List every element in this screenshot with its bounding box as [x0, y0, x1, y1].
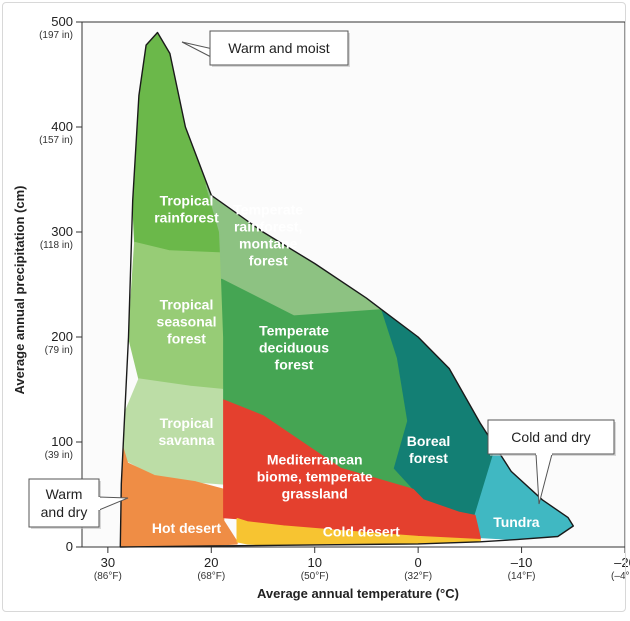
label-line: savanna [158, 432, 214, 448]
x-tick-label: 30 [101, 555, 115, 570]
label-tropical-savanna: Tropical savanna [158, 415, 214, 448]
label-line: Boreal [407, 433, 451, 449]
label-line: seasonal [157, 313, 217, 329]
label-temperate-rainforest-montane-forest: Temperate rainforest, montane forest [233, 202, 303, 269]
label-line: grassland [282, 486, 348, 502]
label-line: biome, temperate [257, 469, 373, 485]
label-line: Tropical [160, 296, 214, 312]
y-tick-sublabel: (39 in) [45, 450, 73, 461]
label-line: Tropical [160, 415, 214, 431]
y-tick-sublabel: (197 in) [39, 30, 73, 41]
envelope-outline-path [119, 31, 574, 548]
x-tick-label: 20 [204, 555, 218, 570]
x-tick-sublabel: (86°F) [94, 571, 122, 582]
y-tick-label: 100 [51, 434, 73, 449]
x-tick-sublabel: (50°F) [301, 571, 329, 582]
label-line: deciduous [259, 340, 329, 356]
figure-frame [2, 2, 626, 612]
callout-text: Cold and dry [511, 429, 590, 445]
x-tick-label: –20 [614, 555, 630, 570]
label-line: rainforest [154, 209, 219, 225]
label-line: forest [249, 253, 288, 269]
label-line: Temperate [233, 202, 303, 218]
callout-warm-and-dry: Warm and dry [28, 478, 129, 529]
label-hot-desert: Hot desert [152, 520, 222, 536]
callout-line: Warm [46, 486, 83, 502]
x-tick-label: –10 [511, 555, 533, 570]
label-line: Temperate [259, 323, 329, 339]
callout-line: Cold and dry [511, 429, 590, 445]
label-cold-desert: Cold desert [323, 523, 400, 539]
x-tick-label: 0 [415, 555, 422, 570]
callout-line: and dry [41, 504, 88, 520]
label-line: montane [239, 236, 298, 252]
callout-text: Warm and moist [228, 40, 330, 56]
callout-box [28, 478, 100, 528]
label-line: Mediterranean [267, 452, 363, 468]
callout-cold-and-dry: Cold and dry [487, 419, 616, 505]
callout-warm-and-moist: Warm and moist [181, 30, 350, 67]
label-line: forest [409, 450, 448, 466]
label-temperate-deciduous-forest: Temperate deciduous forest [259, 323, 329, 373]
label-line: Hot desert [152, 520, 222, 536]
x-tick-sublabel: (68°F) [197, 571, 225, 582]
label-mediterranean-biome-temperate-grassland: Mediterranean biome, temperate grassland [257, 452, 373, 502]
y-tick-label: 300 [51, 224, 73, 239]
y-tick-label: 400 [51, 119, 73, 134]
callout-box [487, 419, 615, 455]
y-tick-sublabel: (79 in) [45, 345, 73, 356]
x-tick-sublabel: (32°F) [404, 571, 432, 582]
label-line: Cold desert [323, 523, 400, 539]
callout-line: Warm and moist [228, 40, 330, 56]
y-axis-title: Average annual precipitation (cm) [12, 185, 27, 394]
label-line: forest [167, 330, 206, 346]
y-tick-sublabel: (157 in) [39, 135, 73, 146]
biome-regions [120, 32, 574, 547]
label-boreal-forest: Boreal forest [407, 433, 451, 466]
label-tropical-seasonal-forest: Tropical seasonal forest [157, 296, 217, 346]
callouts: Warm and moist Cold and dry Warm and dry [28, 30, 616, 529]
axes: Average annual temperature (°C) Average … [12, 14, 630, 601]
label-line: Tropical [160, 192, 214, 208]
label-tundra: Tundra [493, 514, 540, 530]
climate-envelope-outline [119, 31, 574, 548]
callout-text: Warm and dry [41, 486, 88, 520]
x-tick-sublabel: (14°F) [508, 571, 536, 582]
callout-box [209, 30, 349, 66]
x-tick-label: 10 [307, 555, 321, 570]
x-axis-title: Average annual temperature (°C) [257, 586, 459, 601]
y-tick-sublabel: (118 in) [40, 240, 73, 251]
label-line: Tundra [493, 514, 540, 530]
y-tick-label: 0 [66, 539, 73, 554]
x-tick-sublabel: (–4°F) [611, 571, 630, 582]
y-tick-label: 200 [51, 329, 73, 344]
label-tropical-rainforest: Tropical rainforest [154, 192, 219, 225]
y-tick-label: 500 [51, 14, 73, 29]
label-line: forest [275, 357, 314, 373]
label-line: rainforest, [234, 219, 302, 235]
